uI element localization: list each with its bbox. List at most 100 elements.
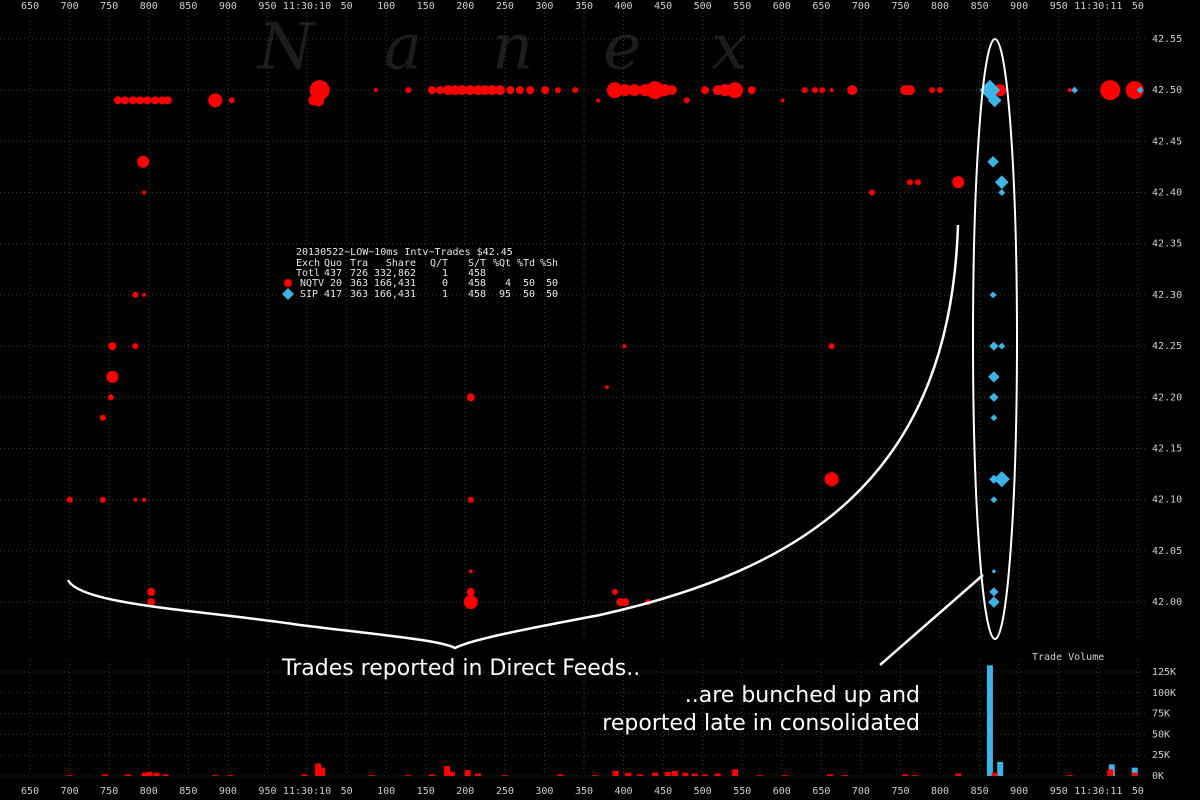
y-tick-label: 50K bbox=[1152, 729, 1170, 740]
volume-bar bbox=[1107, 769, 1114, 776]
annotation: reported late in consolidated bbox=[602, 711, 920, 736]
annotation: ..are bunched up and bbox=[685, 683, 920, 708]
dot-point bbox=[107, 394, 114, 401]
x-tick-label: 650 bbox=[812, 1, 830, 12]
volume-bar bbox=[714, 773, 721, 776]
x-tick-label: 800 bbox=[931, 1, 949, 12]
diamond-point bbox=[989, 587, 999, 597]
dot-point bbox=[435, 86, 444, 95]
stats-header: %Sh bbox=[540, 258, 558, 269]
x-tick-label: 11:30:11 bbox=[1074, 1, 1122, 12]
stats-header: Quo bbox=[324, 258, 342, 269]
volume-bar bbox=[781, 775, 788, 776]
volume-bar bbox=[1066, 775, 1073, 776]
x-tick-label: 850 bbox=[971, 1, 989, 12]
diamond-point bbox=[990, 496, 998, 504]
dot-point bbox=[151, 96, 160, 105]
x-tick-label: 700 bbox=[61, 1, 79, 12]
stats-row: 458 bbox=[468, 268, 486, 279]
x-tick-label: 950 bbox=[1050, 1, 1068, 12]
stats-row: Totl bbox=[296, 268, 320, 279]
y-tick-label: 42.10 bbox=[1152, 495, 1182, 506]
dot-point bbox=[622, 344, 627, 349]
x-tick-label: 400 bbox=[615, 1, 633, 12]
dot-point bbox=[99, 414, 106, 421]
dot-point bbox=[1067, 88, 1072, 93]
dot-point bbox=[824, 472, 839, 487]
volume-bar bbox=[652, 772, 659, 776]
volume-bar bbox=[212, 775, 219, 776]
y-tick-label: 42.45 bbox=[1152, 136, 1182, 147]
diamond-point bbox=[989, 341, 999, 351]
dot-point bbox=[596, 98, 601, 103]
stats-header: %Td bbox=[517, 258, 535, 269]
diamond-point bbox=[979, 79, 1001, 101]
volume-bar bbox=[557, 774, 564, 776]
y-tick-label: 42.55 bbox=[1152, 34, 1182, 45]
dot-point bbox=[604, 385, 609, 390]
dot-point bbox=[121, 96, 130, 105]
diamond-point bbox=[1071, 86, 1079, 94]
dot-point bbox=[506, 86, 515, 95]
y-tick-label: 42.05 bbox=[1152, 546, 1182, 557]
dot-point bbox=[99, 496, 106, 503]
volume-bar bbox=[682, 772, 689, 776]
dot-point bbox=[147, 598, 156, 607]
y-tick-label: 42.20 bbox=[1152, 392, 1182, 403]
dot-point bbox=[137, 155, 150, 168]
stats-header: Share bbox=[386, 258, 416, 269]
volume-bar bbox=[146, 771, 153, 776]
x-tick-label: 550 bbox=[733, 1, 751, 12]
legend-marker bbox=[284, 279, 292, 287]
dot-point bbox=[163, 96, 172, 105]
dot-point bbox=[449, 85, 460, 96]
dot-point bbox=[467, 496, 474, 503]
diamond-point bbox=[998, 189, 1006, 196]
pointer-line bbox=[879, 574, 984, 666]
x-tick-label: 850 bbox=[179, 786, 197, 797]
dot-point bbox=[801, 87, 808, 94]
volume-bar bbox=[368, 775, 375, 776]
dot-point bbox=[480, 85, 491, 96]
x-tick-label: 150 bbox=[417, 1, 435, 12]
dot-point bbox=[526, 86, 535, 95]
dot-point bbox=[1125, 81, 1144, 100]
stats-cell: 50 bbox=[546, 278, 558, 289]
x-tick-label: 50 bbox=[341, 1, 353, 12]
volume-bar bbox=[153, 772, 160, 776]
volume-bar bbox=[102, 774, 109, 776]
y-tick-label: 0K bbox=[1152, 771, 1164, 782]
volume-bar bbox=[1131, 772, 1138, 776]
stats-cell: 0 bbox=[442, 278, 448, 289]
dot-point bbox=[132, 291, 139, 298]
diamond-point bbox=[989, 392, 999, 402]
dot-point bbox=[666, 85, 677, 96]
stats-title: 20130522~LOW~10ms Intv~Trades $42.45 bbox=[296, 247, 513, 258]
x-tick-label: 50 bbox=[1132, 786, 1144, 797]
volume-bar bbox=[732, 769, 739, 776]
dot-point bbox=[463, 595, 478, 610]
x-tick-label: 200 bbox=[456, 1, 474, 12]
dot-point bbox=[495, 85, 506, 96]
volume-bar bbox=[501, 775, 508, 776]
x-tick-label: 950 bbox=[1050, 786, 1068, 797]
dot-point bbox=[701, 86, 710, 95]
volume-bar bbox=[125, 774, 132, 776]
dot-point bbox=[646, 81, 665, 100]
stats-cell: 363 bbox=[350, 278, 368, 289]
dot-point bbox=[132, 343, 139, 350]
stats-cell: 417 bbox=[324, 289, 342, 300]
diamond-point bbox=[990, 414, 998, 422]
volume-bar bbox=[66, 775, 73, 776]
dot-point bbox=[829, 88, 834, 93]
volume-bar bbox=[911, 775, 918, 776]
dot-point bbox=[466, 393, 475, 402]
stats-header: %Qt bbox=[493, 258, 511, 269]
dot-point bbox=[108, 342, 117, 351]
dot-point bbox=[619, 84, 632, 97]
dot-point bbox=[541, 86, 550, 95]
dot-point bbox=[572, 87, 579, 94]
stats-cell: 363 bbox=[350, 289, 368, 300]
